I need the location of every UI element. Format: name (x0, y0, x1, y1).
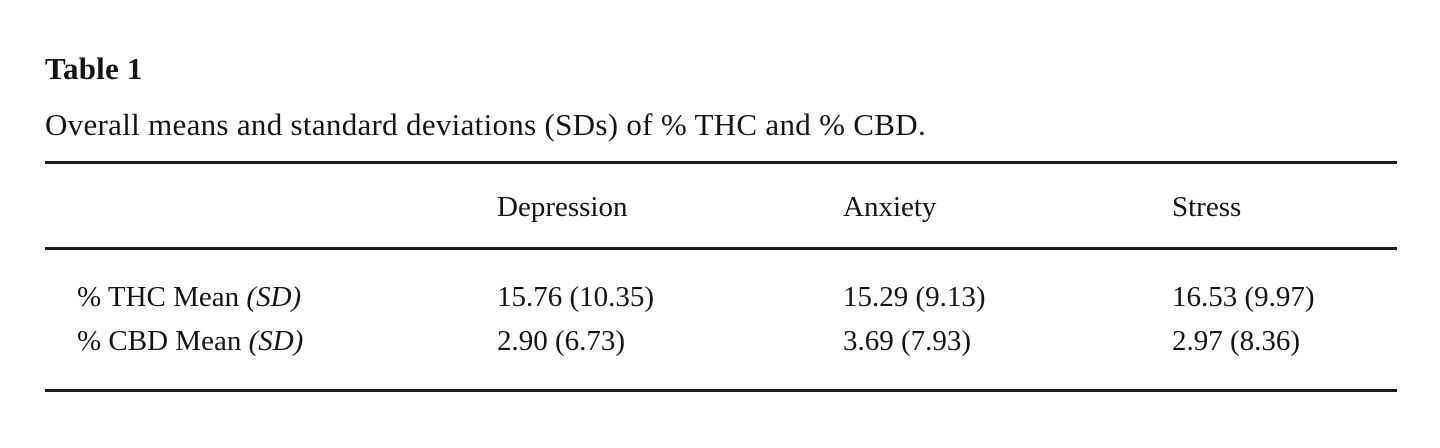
table-row-cbd: % CBD Mean (SD) 2.90 (6.73) 3.69 (7.93) … (45, 319, 1397, 391)
row-label-cbd-sd: (SD) (248, 325, 304, 357)
cell-cbd-anxiety: 3.69 (7.93) (843, 325, 972, 357)
cell-cbd-depression: 2.90 (6.73) (497, 325, 626, 357)
table-row-thc: % THC Mean (SD) 15.76 (10.35) 15.29 (9.1… (45, 249, 1397, 320)
header-cell-empty (45, 162, 497, 250)
paper-table-figure: Table 1 Overall means and standard devia… (45, 52, 1397, 392)
header-cell-depression: Depression (497, 162, 843, 250)
row-label-thc-cell: % THC Mean (SD) (45, 249, 497, 320)
cell-thc-depression: 15.76 (10.35) (497, 281, 655, 313)
cell-thc-stress: 16.53 (9.97) (1172, 281, 1315, 313)
row-label-cbd: % CBD Mean (77, 325, 242, 357)
cell-thc-anxiety: 15.29 (9.13) (843, 281, 986, 313)
header-cell-anxiety: Anxiety (843, 162, 1172, 250)
row-label-thc-sd: (SD) (246, 281, 302, 313)
cell-cbd-stress: 2.97 (8.36) (1172, 325, 1301, 357)
table-title: Table 1 (45, 51, 143, 86)
table-caption: Overall means and standard deviations (S… (45, 107, 926, 142)
row-label-cbd-cell: % CBD Mean (SD) (45, 319, 497, 391)
row-label-thc: % THC Mean (77, 281, 240, 313)
header-cell-stress: Stress (1172, 162, 1397, 250)
data-table: Depression Anxiety Stress % THC Mean (SD… (45, 161, 1397, 392)
header-row: Depression Anxiety Stress (45, 162, 1397, 250)
